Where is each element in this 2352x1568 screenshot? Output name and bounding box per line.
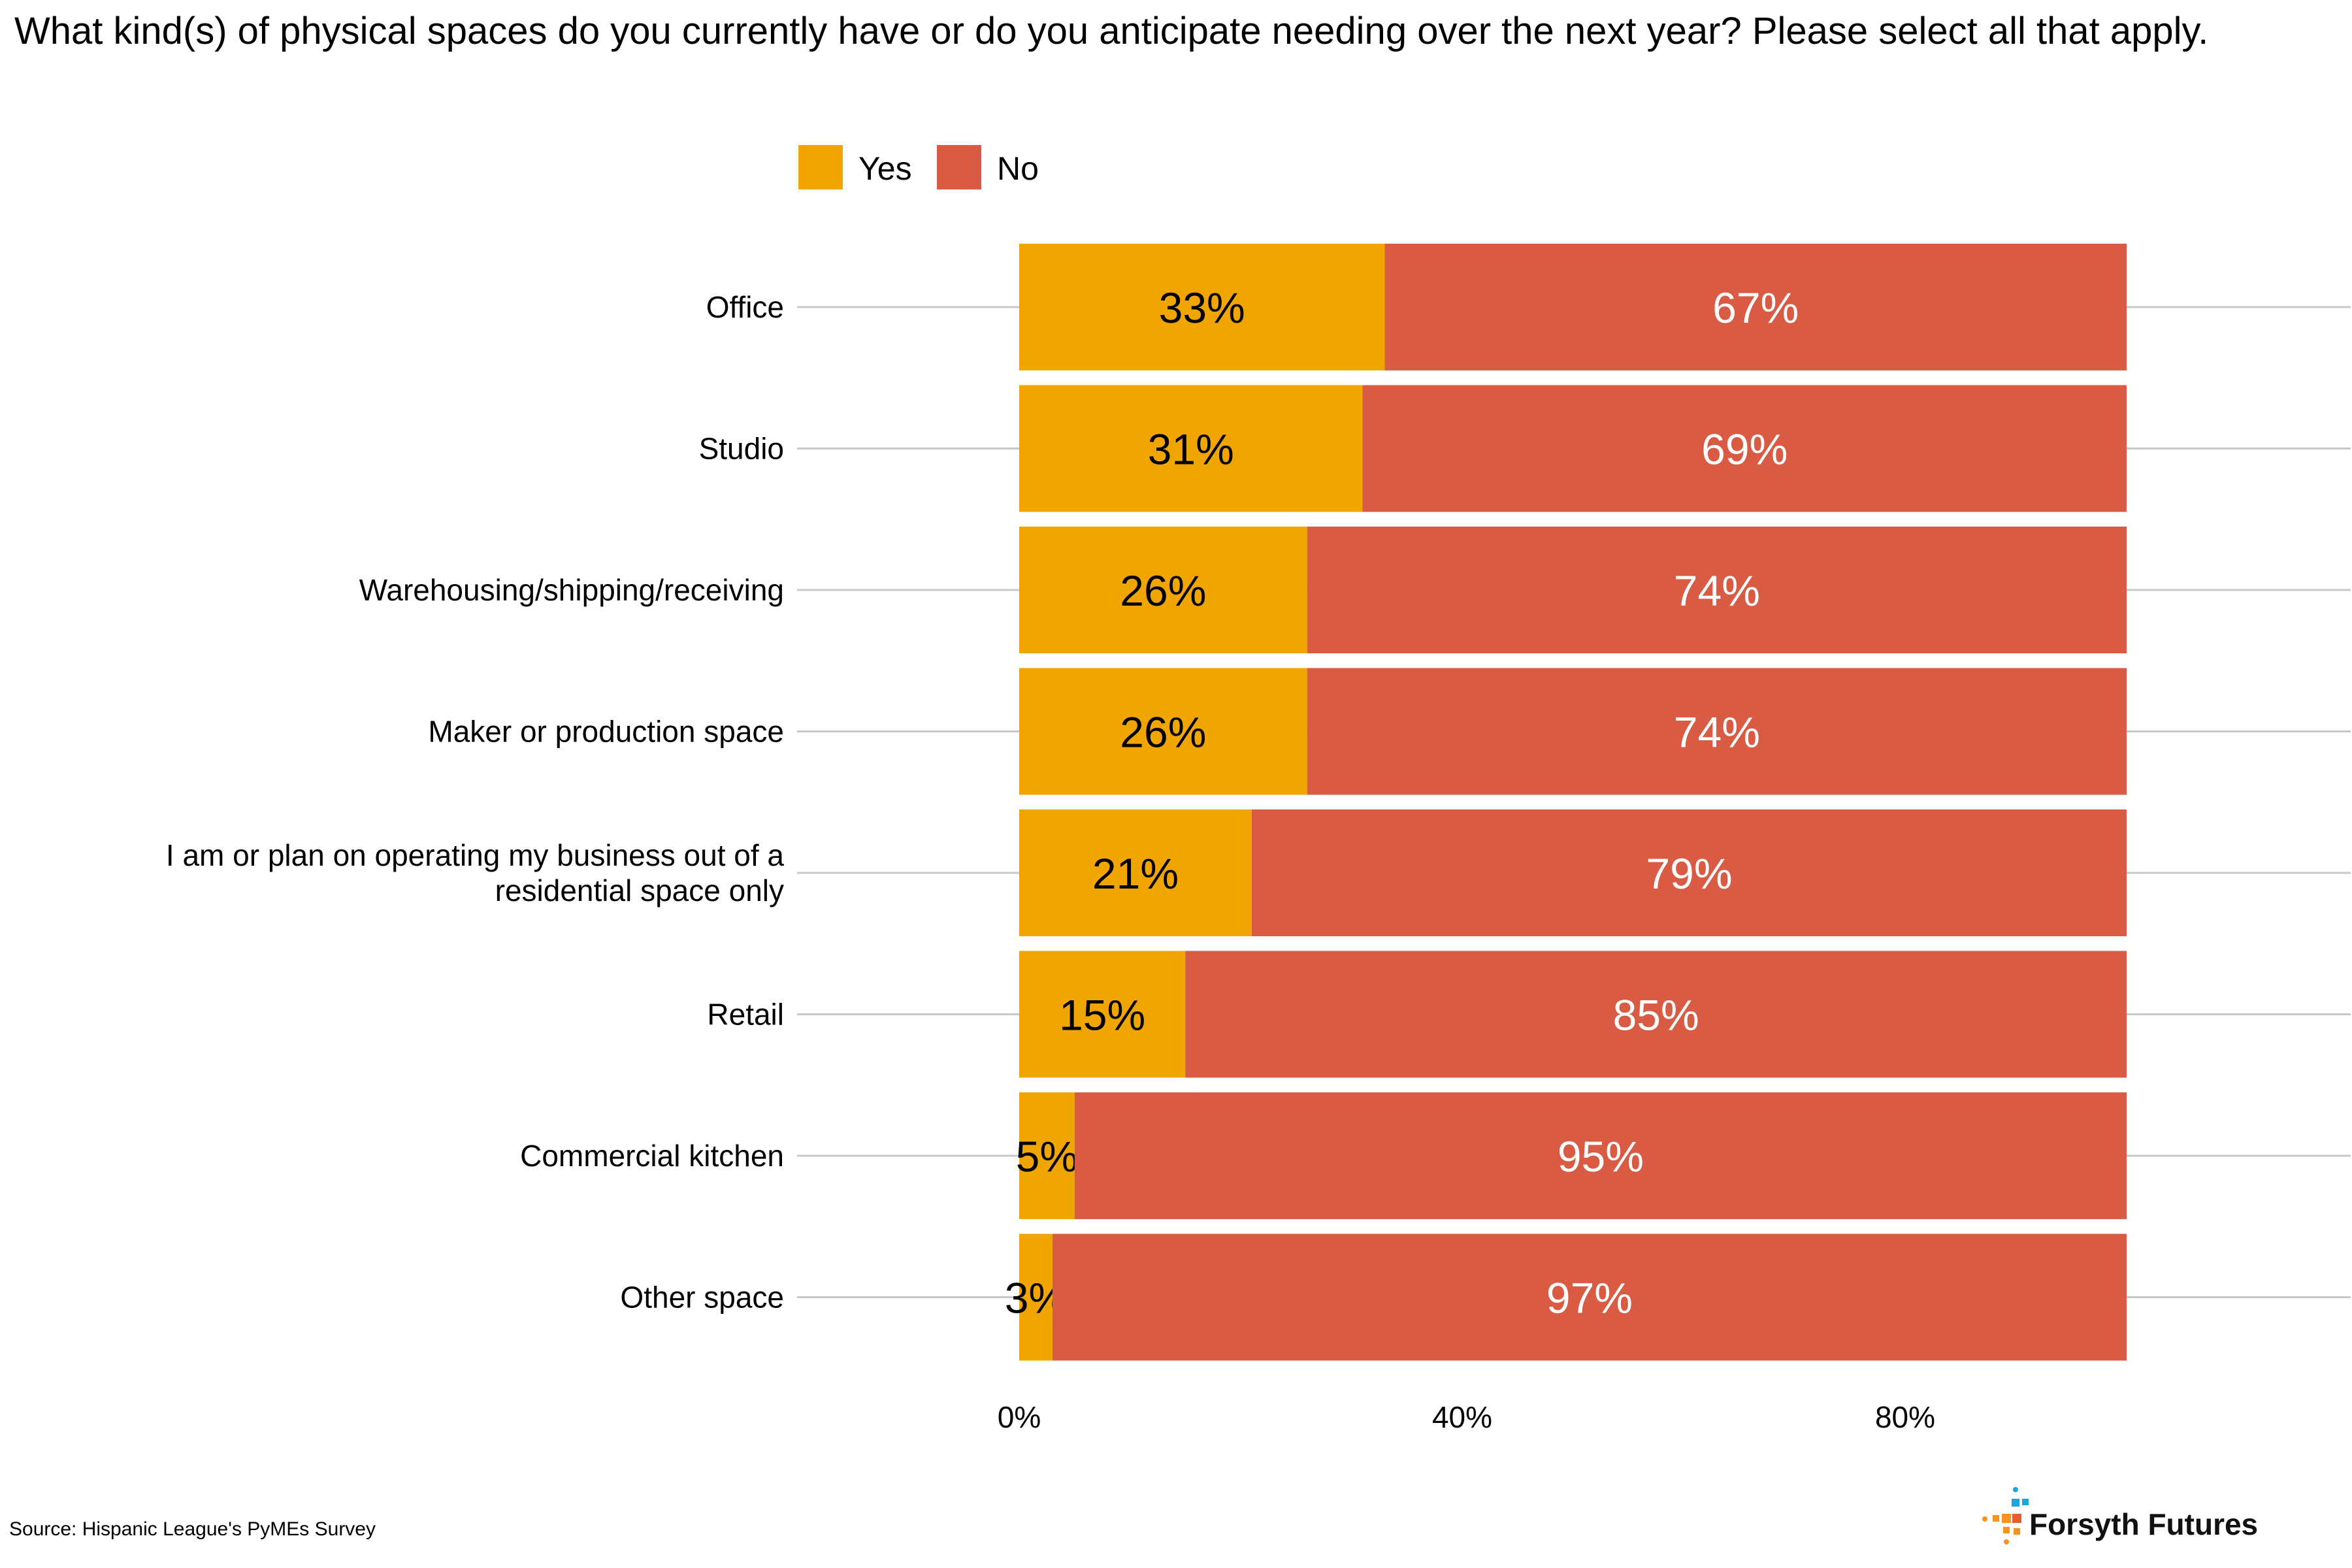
x-tick-label: 0%: [998, 1400, 1041, 1434]
bar-no: [1384, 244, 2127, 370]
chart-title: What kind(s) of physical spaces do you c…: [14, 10, 2209, 52]
brand-name: Forsyth Futures: [2029, 1507, 2259, 1541]
data-label-no: 74%: [1674, 708, 1760, 757]
data-label-yes: 31%: [1148, 425, 1234, 474]
y-label: Other space: [620, 1281, 784, 1315]
bar-yes: [1019, 244, 1385, 370]
y-axis-labels: Office Studio Warehousing/shipping/receivi…: [166, 290, 785, 1315]
chart-legend: Yes No: [798, 145, 1039, 189]
data-label-yes: 26%: [1120, 566, 1206, 615]
y-label: Retail: [707, 998, 784, 1032]
data-label-no: 97%: [1546, 1274, 1633, 1322]
data-label-yes: 33%: [1159, 284, 1245, 332]
legend-label-yes: Yes: [858, 150, 912, 187]
data-label-no: 74%: [1674, 566, 1760, 615]
brand: Forsyth Futures: [1980, 1483, 2267, 1548]
bar-yes: [1019, 1233, 1053, 1361]
x-tick-label: 40%: [1432, 1400, 1492, 1434]
bar-yes: [1019, 668, 1307, 795]
y-label: Maker or production space: [428, 715, 784, 749]
data-label-yes: 5%: [1016, 1132, 1078, 1181]
bar-no: [1362, 385, 2127, 512]
data-label-yes: 26%: [1120, 708, 1206, 757]
bar-no: [1052, 1233, 2127, 1361]
legend-swatch-no: [937, 145, 981, 189]
data-label-no: 69%: [1701, 425, 1788, 474]
y-label: Warehousing/shipping/receiving: [359, 573, 784, 607]
data-label-no: 67%: [1712, 284, 1799, 332]
y-label: Studio: [699, 432, 784, 466]
bar-no: [1074, 1092, 2127, 1219]
data-label-no: 95%: [1558, 1132, 1644, 1181]
source-note: Source: Hispanic League's PyMEs Survey: [9, 1518, 376, 1540]
forsyth-futures-logo-icon: [1982, 1487, 2029, 1544]
legend-swatch-yes: [798, 145, 843, 189]
bar-yes: [1019, 1092, 1075, 1219]
bar-yes: [1019, 951, 1186, 1078]
x-axis-ticks: 0% 40% 80%: [998, 1400, 1935, 1434]
y-label: I am or plan on operating my business ou…: [166, 838, 785, 907]
data-label-no: 79%: [1646, 849, 1732, 898]
data-label-yes: 21%: [1092, 849, 1179, 898]
bar-no: [1307, 668, 2127, 795]
x-tick-label: 80%: [1875, 1400, 1935, 1434]
data-label-no: 85%: [1613, 991, 1699, 1039]
bar-yes: [1019, 809, 1252, 936]
y-label: Commercial kitchen: [520, 1139, 784, 1173]
bar-yes: [1019, 527, 1307, 653]
bar-no: [1307, 527, 2127, 653]
bar-yes: [1019, 385, 1363, 512]
bar-no: [1251, 809, 2127, 936]
data-label-yes: 15%: [1059, 991, 1145, 1039]
legend-label-no: No: [997, 150, 1039, 187]
bars: 33% 67% 31% 69% 26% 74% 26% 74% 21% 79% 15% 85% 5% 95…: [1005, 244, 2127, 1361]
bar-no: [1185, 951, 2127, 1078]
y-label: Office: [706, 290, 784, 324]
